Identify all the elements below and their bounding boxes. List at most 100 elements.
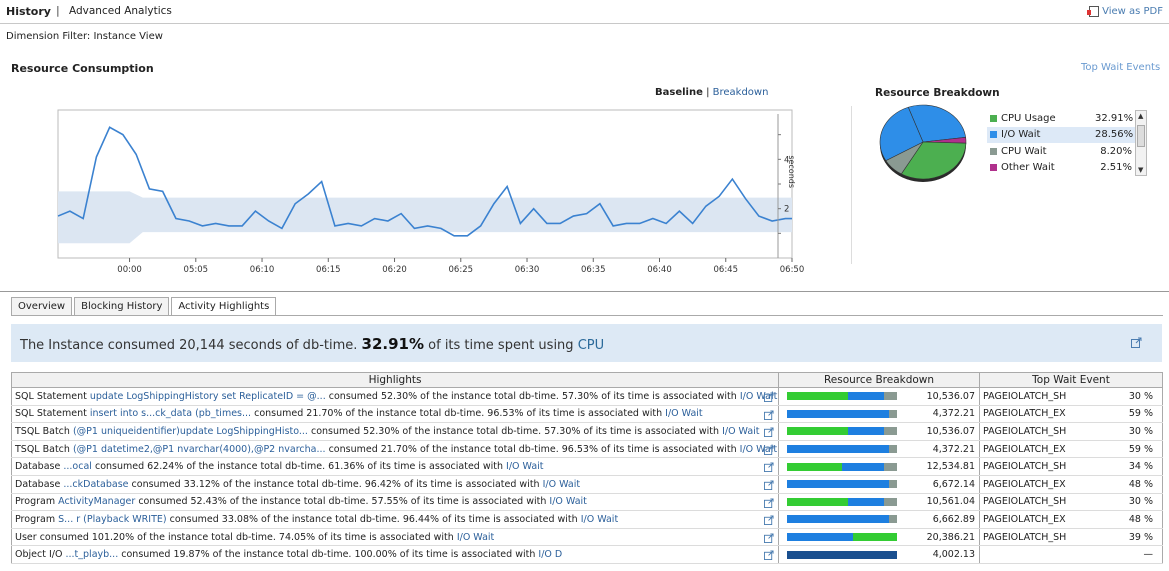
- highlights-header[interactable]: Highlights: [11, 372, 779, 388]
- table-row[interactable]: Program S... r (Playback WRITE) consumed…: [11, 510, 1163, 529]
- resource-value: 6,672.14: [932, 478, 975, 490]
- row-wait-link[interactable]: I/O Wait: [580, 513, 619, 525]
- external-link-icon[interactable]: [764, 480, 774, 490]
- toggle-separator: |: [706, 87, 710, 98]
- row-wait-link[interactable]: I/O Wait: [542, 478, 581, 490]
- legend-item[interactable]: I/O Wait 28.56%: [987, 126, 1135, 143]
- row-type: TSQL Batch: [15, 425, 70, 437]
- row-object-link[interactable]: insert into s...ck_data (pb_times...: [89, 408, 252, 420]
- pie-slice[interactable]: [879, 106, 924, 162]
- resource-bar-segment: [883, 427, 897, 436]
- view-as-pdf-link[interactable]: View as PDF: [1087, 6, 1163, 17]
- table-row[interactable]: Database ...ocal consumed 62.24% of the …: [11, 457, 1163, 476]
- row-text: consumed 19.87% of the instance total db…: [121, 549, 536, 561]
- row-object-link[interactable]: ...ocal: [63, 461, 92, 473]
- row-object-link[interactable]: update LogShippingHistory set ReplicateI…: [89, 390, 326, 402]
- summary-mid: of its time spent using: [428, 338, 574, 353]
- external-link-icon[interactable]: [764, 498, 774, 508]
- external-link-icon[interactable]: [764, 410, 774, 420]
- table-row[interactable]: Database ...ckDatabase consumed 33.12% o…: [11, 475, 1163, 494]
- highlight-cell: Program S... r (Playback WRITE) consumed…: [11, 510, 779, 529]
- external-link-icon[interactable]: [764, 445, 774, 455]
- table-row[interactable]: TSQL Batch (@P1 datetime2,@P1 nvarchar(4…: [11, 440, 1163, 459]
- wait-event-pct: 34 %: [1128, 461, 1153, 473]
- top-wait-cell: PAGEIOLATCH_EX 59 %: [979, 440, 1163, 459]
- legend-item[interactable]: CPU Usage 32.91%: [987, 110, 1135, 127]
- wait-event-pct: 59 %: [1128, 443, 1153, 455]
- row-object-link[interactable]: S... r (Playback WRITE): [58, 513, 167, 525]
- tab-baseline: [11, 315, 1163, 316]
- resource-bar-segment: [847, 497, 884, 506]
- top-wait-cell: PAGEIOLATCH_SH 30 %: [979, 422, 1163, 441]
- table-row[interactable]: SQL Statement update LogShippingHistory …: [11, 387, 1163, 406]
- summary-pre: The Instance consumed 20,144 seconds of …: [20, 338, 358, 353]
- row-object-link[interactable]: ActivityManager: [58, 496, 136, 508]
- external-link-icon[interactable]: [764, 392, 774, 402]
- resource-value: 10,561.04: [926, 496, 975, 508]
- legend-item[interactable]: Other Wait 2.51%: [987, 160, 1135, 177]
- tab-activity-highlights[interactable]: Activity Highlights: [171, 297, 277, 316]
- row-object-link[interactable]: (@P1 uniqueidentifier)update LogShipping…: [72, 425, 308, 437]
- legend-label: CPU Wait: [1001, 145, 1047, 157]
- external-link-icon[interactable]: [1131, 337, 1142, 348]
- legend-item[interactable]: CPU Wait 8.20%: [987, 143, 1135, 160]
- summary-cpu-link[interactable]: CPU: [577, 338, 605, 353]
- wait-event-pct: 48 %: [1128, 478, 1153, 490]
- row-object-link[interactable]: ...t_playb...: [65, 549, 119, 561]
- x-tick-label: 06:30: [515, 265, 540, 274]
- top-wait-event-header[interactable]: Top Wait Event: [979, 372, 1163, 388]
- row-text: consumed 33.12% of the instance total db…: [131, 478, 540, 490]
- baseline-toggle[interactable]: Baseline: [655, 87, 703, 98]
- scroll-up-icon[interactable]: ▲: [1138, 112, 1144, 120]
- top-wait-cell: —: [979, 545, 1163, 564]
- row-wait-link[interactable]: I/O Wait: [549, 496, 587, 508]
- external-link-icon[interactable]: [764, 462, 774, 473]
- scroll-thumb[interactable]: [1137, 125, 1145, 147]
- row-wait-link[interactable]: I/O Wait: [739, 390, 778, 402]
- x-tick-label: 06:40: [647, 265, 672, 274]
- row-wait-link[interactable]: I/O Wait: [722, 425, 760, 437]
- table-row[interactable]: Program ActivityManager consumed 52.43% …: [11, 493, 1163, 512]
- scroll-down-icon[interactable]: ▼: [1138, 166, 1144, 174]
- baseline-breakdown-toggle: Baseline | Breakdown: [655, 87, 768, 98]
- resource-breakdown-header[interactable]: Resource Breakdown: [778, 372, 980, 388]
- external-link-icon[interactable]: [764, 427, 774, 438]
- resource-breakdown-cell: 6,672.14: [778, 475, 980, 494]
- row-wait-link[interactable]: I/O Wait: [665, 408, 703, 420]
- row-wait-link[interactable]: I/O Wait: [739, 443, 778, 455]
- table-row[interactable]: User consumed 101.20% of the instance to…: [11, 528, 1163, 547]
- tab-overview[interactable]: Overview: [11, 297, 73, 315]
- history-title[interactable]: History: [6, 5, 51, 18]
- pie-slice[interactable]: [907, 104, 966, 143]
- row-type: SQL Statement: [15, 390, 87, 402]
- resource-value: 6,662.89: [932, 513, 975, 525]
- pie-slice[interactable]: [900, 141, 967, 180]
- external-link-icon[interactable]: [764, 515, 774, 526]
- row-text: consumed 52.30% of the instance total db…: [310, 425, 720, 437]
- x-tick-label: 06:15: [316, 265, 341, 274]
- legend-swatch: [990, 164, 997, 172]
- row-wait-link[interactable]: I/O Wait: [456, 531, 495, 543]
- tab-blocking-history[interactable]: Blocking History: [74, 297, 170, 315]
- top-wait-cell: PAGEIOLATCH_EX 48 %: [979, 475, 1163, 494]
- row-object-link[interactable]: (@P1 datetime2,@P1 nvarchar(4000),@P2 nv…: [72, 443, 326, 455]
- top-bar: History | Advanced Analytics View as PDF: [0, 0, 1169, 24]
- resource-breakdown-pie: [879, 104, 967, 182]
- table-row[interactable]: Object I/O ...t_playb... consumed 19.87%…: [11, 545, 1163, 564]
- external-link-icon[interactable]: [764, 550, 774, 561]
- table-row[interactable]: SQL Statement insert into s...ck_data (p…: [11, 405, 1163, 424]
- external-link-icon[interactable]: [764, 533, 774, 543]
- row-wait-link[interactable]: I/O D: [538, 549, 563, 561]
- row-wait-link[interactable]: I/O Wait: [506, 461, 544, 473]
- x-tick-label: 06:50: [780, 265, 805, 274]
- wait-event-pct: —: [1143, 549, 1154, 561]
- wait-event-name: PAGEIOLATCH_SH: [983, 425, 1067, 437]
- breakdown-toggle[interactable]: Breakdown: [712, 87, 769, 98]
- legend-scrollbar[interactable]: ▲ ▼: [1135, 110, 1147, 176]
- wait-event-name: PAGEIOLATCH_EX: [983, 513, 1066, 525]
- table-row[interactable]: TSQL Batch (@P1 uniqueidentifier)update …: [11, 422, 1163, 441]
- wait-event-name: PAGEIOLATCH_SH: [983, 531, 1067, 543]
- top-wait-events-link[interactable]: Top Wait Events: [1081, 62, 1161, 73]
- resource-bar-segment: [787, 497, 848, 506]
- row-object-link[interactable]: ...ckDatabase: [63, 478, 129, 490]
